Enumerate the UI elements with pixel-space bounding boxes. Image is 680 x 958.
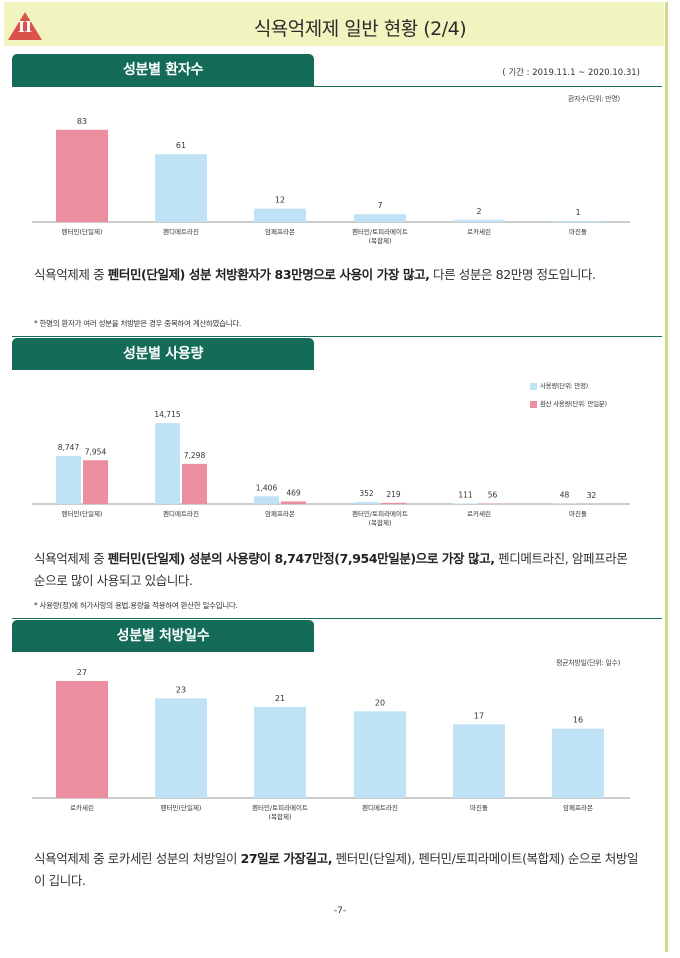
body-text-patients: 식욕억제제 중 펜터민(단일제) 성분 처방환자가 83만명으로 사용이 가장 … [34, 267, 596, 282]
legend-swatch-pink [530, 400, 537, 408]
section-roman-numeral: II [17, 18, 33, 36]
section-heading-patients: 성분별 환자수 [12, 54, 314, 86]
data-label: 27 [77, 668, 87, 677]
period-label: ( 기간 : 2019.11.1 ~ 2020.10.31) [502, 68, 640, 78]
data-label: 111 [458, 490, 473, 499]
data-label: 219 [386, 490, 401, 499]
x-tick-label: 펜터민(단일제) [62, 509, 103, 518]
x-tick-label: 펜터민/토피라메이트 [252, 803, 308, 812]
unit-label-days: 평균처방일(단위: 일수) [556, 659, 621, 667]
data-label: 83 [77, 117, 87, 126]
x-tick-label: 암페프라몬 [563, 803, 593, 812]
bar [254, 208, 306, 222]
data-label: 1 [575, 208, 580, 217]
x-tick-label: (복합제) [268, 812, 291, 821]
bar [354, 502, 379, 504]
bar [182, 463, 207, 504]
data-label: 14,715 [154, 410, 180, 419]
data-label: 16 [573, 716, 583, 725]
data-label: 7,954 [85, 447, 107, 456]
data-label: 21 [275, 694, 285, 703]
page-title: 식욕억제제 일반 현황 (2/4) [253, 18, 467, 40]
bar [56, 455, 81, 504]
data-label: 20 [375, 698, 385, 707]
x-tick-label: 로카세린 [467, 509, 491, 518]
title-bar [4, 2, 664, 46]
bar [254, 707, 306, 798]
x-tick-label: 로카세린 [467, 227, 491, 236]
chart-patients: 83 61 12 7 2 1 펜터민(단일제) 펜디메트라진 암페프라몬 펜터민/토피라메이트(복… [32, 117, 630, 245]
bar [56, 129, 108, 222]
bar [254, 496, 279, 504]
bar [155, 423, 180, 504]
page-number: -7- [333, 906, 347, 916]
data-label: 61 [176, 141, 186, 150]
x-tick-label: 펜터민(단일제) [62, 227, 103, 236]
data-label: 32 [587, 491, 597, 500]
bar [453, 219, 505, 222]
x-tick-label: 펜디메트라진 [362, 803, 398, 812]
x-tick-label: 펜터민/토피라메이트 [352, 227, 408, 236]
note-usage: * 사용량(정)에 허가사항의 용법.용량을 적용하여 환산한 일수입니다. [34, 601, 238, 610]
data-label: 1,406 [256, 483, 278, 492]
data-label: 469 [286, 488, 301, 497]
legend-usage-days: 환산 사용량(단위: 만일분) [530, 398, 607, 408]
x-tick-label: 펜디메트라진 [163, 227, 199, 236]
bar [354, 214, 406, 222]
x-tick-label: (복합제) [368, 236, 391, 245]
x-tick-label: 펜터민/토피라메이트 [352, 509, 408, 518]
bar [155, 154, 207, 222]
bar [453, 503, 478, 504]
bar [552, 220, 604, 222]
chart-prescription-days: 27 23 21 20 17 16 로카세린 펜터민(단일제) 펜터민/토피라메이트(복합제) 펜… [32, 668, 630, 821]
section-heading-days: 성분별 처방일수 [12, 620, 314, 652]
body-text-days: 식욕억제제 중 로카세린 성분의 처방일이 27일로 가장길고, 펜터민(단일제… [34, 851, 639, 888]
bar [281, 501, 306, 504]
data-label: 48 [560, 491, 570, 500]
data-label: 2 [476, 207, 481, 216]
x-tick-label: (복합제) [368, 518, 391, 527]
data-label: 12 [275, 196, 285, 205]
data-label: 23 [176, 685, 186, 694]
x-tick-label: 암페프라몬 [265, 227, 295, 236]
bar [155, 698, 207, 798]
x-tick-label: 마진돌 [470, 803, 488, 812]
data-label: 8,747 [58, 443, 80, 452]
chart-usage: 8,747 14,715 1,406 352 111 48 7,954 7,298 469 219… [32, 410, 630, 527]
x-tick-label: 마진돌 [569, 227, 587, 236]
legend-usage-tablets: 사용량(단위: 만정) [530, 380, 588, 390]
bar [381, 502, 406, 504]
x-tick-label: 펜터민(단일제) [161, 803, 202, 812]
section-divider [12, 336, 662, 337]
x-tick-label: 펜디메트라진 [163, 509, 199, 518]
x-tick-label: 로카세린 [70, 803, 94, 812]
note-patients: * 한명의 환자가 여러 성분을 처방받은 경우 중복하여 계산하였습니다. [34, 319, 242, 328]
x-tick-label: 마진돌 [569, 509, 587, 518]
bar [453, 724, 505, 798]
body-text-usage: 식욕억제제 중 펜터민(단일제) 성분의 사용량이 8,747만정(7,954만… [34, 551, 628, 588]
legend-swatch-blue [530, 382, 537, 390]
x-tick-label: 암페프라몬 [265, 509, 295, 518]
data-label: 7,298 [184, 451, 206, 460]
unit-label-patients: 환자수(단위: 만명) [568, 95, 620, 103]
bar [552, 728, 604, 798]
bar [83, 460, 108, 504]
data-label: 7 [377, 201, 382, 210]
bar [354, 711, 406, 798]
section-divider [12, 86, 662, 87]
section-heading-usage: 성분별 사용량 [12, 338, 314, 370]
bar [56, 681, 108, 798]
data-label: 56 [488, 491, 498, 500]
section-triangle-icon [8, 12, 42, 40]
page-frame [4, 2, 668, 952]
section-divider [12, 618, 662, 619]
data-label: 352 [359, 489, 374, 498]
data-label: 17 [474, 711, 484, 720]
